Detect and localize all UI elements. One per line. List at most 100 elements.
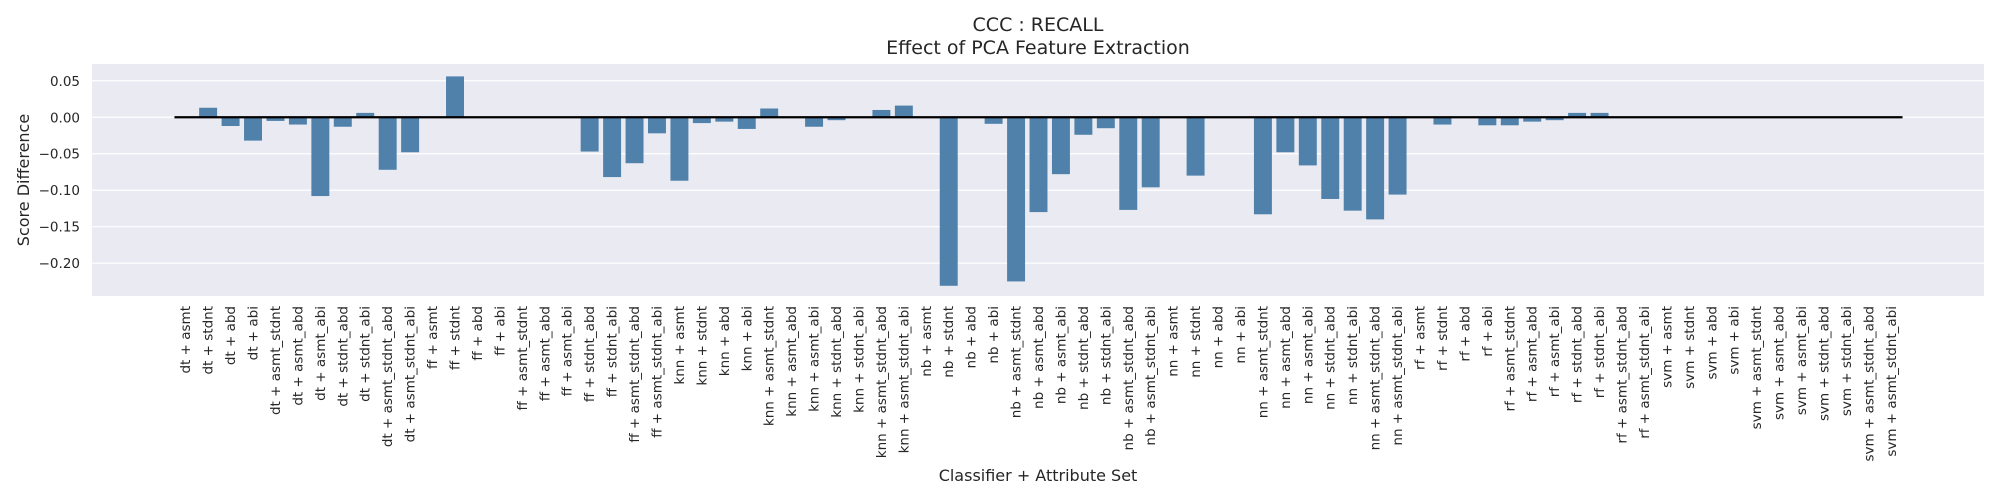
x-tick-label: svm + abd (1704, 306, 1720, 379)
x-tick-label: nn + abd (1211, 306, 1227, 368)
bar (311, 117, 330, 197)
bar (1321, 117, 1340, 199)
x-tick-label: dt + stdnt (201, 306, 217, 375)
x-tick-label: knn + asmt (672, 306, 688, 385)
x-tick-label: ff + asmt_abi (560, 306, 576, 396)
bar (648, 117, 666, 134)
x-tick-label: nn + asmt_stdnt (1255, 306, 1271, 418)
x-tick-label: nb + asmt_abi (1053, 306, 1069, 404)
y-tick-label: −0.20 (39, 256, 80, 272)
x-tick-label: ff + stdnt_abd (582, 306, 598, 402)
x-tick-label: svm + asmt_abd (1772, 306, 1788, 420)
x-tick-label: nb + stdnt (941, 306, 957, 378)
x-tick-label: knn + asmt_stdnt_abi (896, 306, 912, 453)
x-tick-label: svm + stdnt_abi (1839, 306, 1855, 416)
x-tick-label: dt + asmt_stdnt_abi (403, 306, 419, 442)
bar (1568, 112, 1587, 118)
bar (984, 117, 1003, 124)
x-tick-label: rf + asmt_stdnt (1502, 306, 1518, 411)
x-tick-label: dt + abi (246, 306, 262, 360)
x-tick-label: nb + stdnt_abi (1098, 306, 1114, 405)
x-tick-label: nn + asmt_stdnt_abd (1368, 306, 1384, 450)
bar (1253, 117, 1272, 215)
bar (1366, 117, 1385, 220)
bar (827, 117, 846, 121)
y-tick-label: −0.05 (39, 147, 80, 163)
x-axis-ticks: dt + asmt dt + stdnt dt + abd dt + abi dt + … (178, 306, 1900, 461)
bar (356, 112, 375, 118)
y-tick-label: −0.15 (39, 220, 80, 236)
bar (1186, 117, 1205, 176)
x-tick-label: nb + abi (986, 306, 1002, 364)
x-tick-label: dt + asmt_abd (290, 306, 306, 406)
x-tick-label: nb + asmt (919, 306, 935, 377)
bar (1119, 117, 1138, 210)
bar (401, 117, 420, 153)
x-tick-label: ff + stdnt_abi (605, 306, 621, 397)
bars (199, 76, 1609, 286)
bar (1051, 117, 1070, 175)
bar (1141, 117, 1160, 188)
bar (670, 117, 689, 181)
x-tick-label: svm + asmt (1659, 306, 1675, 388)
x-tick-label: dt + abd (223, 306, 239, 365)
bar (1276, 117, 1295, 153)
bar (805, 117, 824, 127)
x-tick-label: nn + asmt_stdnt_abi (1390, 306, 1406, 446)
bar (1007, 117, 1026, 282)
bar (333, 117, 352, 127)
y-tick-label: −0.10 (39, 183, 80, 199)
bar (1298, 117, 1317, 166)
y-axis-ticks: 0.05 0.00 −0.05 −0.10 −0.15 −0.20 (39, 74, 80, 272)
bar (715, 117, 734, 122)
x-tick-label: ff + asmt (425, 306, 441, 369)
x-tick-label: rf + asmt_abi (1547, 306, 1563, 397)
bar (894, 105, 913, 118)
x-tick-label: svm + stdnt (1682, 306, 1698, 389)
x-tick-label: nn + stdnt (1188, 306, 1204, 378)
x-tick-label: rf + asmt (1413, 306, 1429, 370)
x-tick-label: rf + asmt_stdnt_abd (1614, 306, 1630, 444)
x-tick-label: dt + stdnt_abi (358, 306, 374, 402)
bar (1590, 112, 1609, 118)
x-tick-label: knn + stdnt (694, 306, 710, 386)
x-tick-label: nn + stdnt_abi (1345, 306, 1361, 405)
x-tick-label: ff + abd (470, 306, 486, 361)
x-tick-label: rf + asmt_stdnt_abi (1637, 306, 1653, 439)
bar (625, 117, 644, 164)
x-tick-label: dt + asmt (178, 306, 194, 374)
x-tick-label: ff + stdnt (448, 306, 464, 370)
x-tick-label: nb + asmt_stdnt (1009, 306, 1025, 418)
x-axis-label: Classifier + Attribute Set (939, 466, 1138, 485)
bar (692, 117, 711, 124)
x-tick-label: knn + asmt_stdnt (762, 306, 778, 426)
bar (1478, 117, 1497, 126)
x-tick-label: dt + asmt_stdnt (268, 306, 284, 415)
x-tick-label: nb + asmt_stdnt_abd (1121, 306, 1137, 450)
bar (603, 117, 622, 178)
x-tick-label: rf + abi (1480, 306, 1496, 357)
chart-title: CCC : RECALL (973, 14, 1104, 36)
y-tick-label: 0.00 (50, 110, 80, 126)
bar (378, 117, 397, 170)
x-tick-label: nb + asmt_abd (1031, 306, 1047, 409)
x-tick-label: rf + stdnt_abd (1570, 306, 1586, 403)
x-tick-label: knn + asmt_abd (784, 306, 800, 417)
x-tick-label: svm + asmt_stdnt (1749, 306, 1765, 429)
bar (1343, 117, 1362, 211)
bar (1388, 117, 1407, 195)
x-tick-label: knn + stdnt_abd (829, 306, 845, 418)
bar (737, 117, 756, 129)
bar (1433, 117, 1452, 125)
x-tick-label: dt + asmt_stdnt_abd (380, 306, 396, 447)
x-tick-label: nn + stdnt_abd (1323, 306, 1339, 410)
y-axis-label: Score Difference (14, 114, 33, 246)
x-tick-label: nn + asmt_abd (1278, 306, 1294, 409)
bar (1029, 117, 1048, 213)
x-tick-label: svm + stdnt_abd (1816, 306, 1832, 421)
x-tick-label: ff + asmt_stdnt_abd (627, 306, 643, 443)
bar (446, 76, 464, 118)
x-tick-label: nb + asmt_stdnt_abi (1143, 306, 1159, 446)
x-tick-label: rf + asmt_abd (1525, 306, 1541, 402)
